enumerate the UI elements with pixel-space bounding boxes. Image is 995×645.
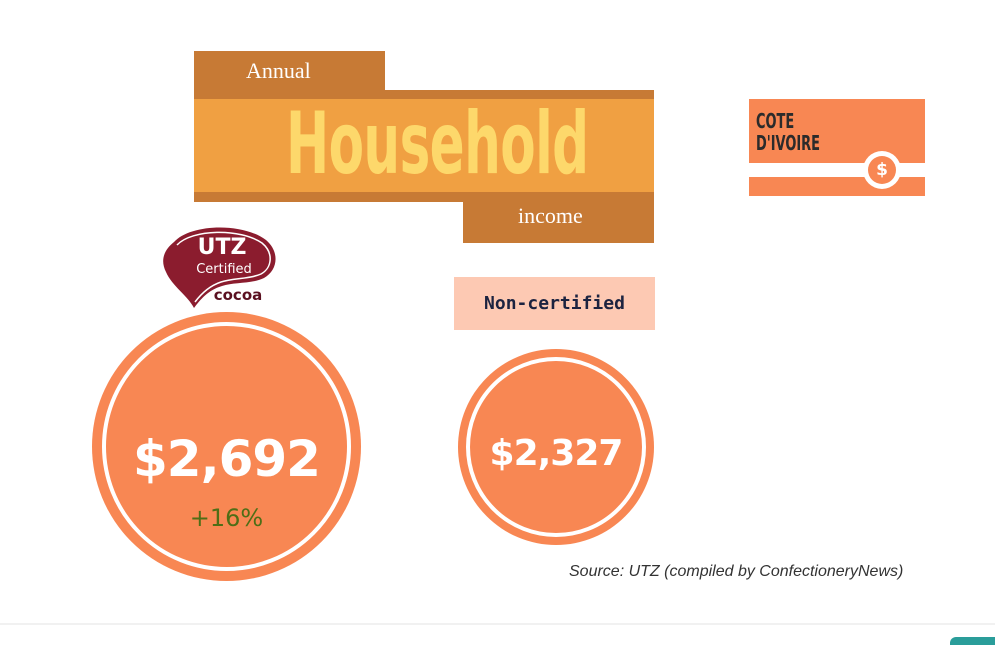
non-certified-label-box bbox=[454, 277, 655, 330]
utz-certified-logo: UTZ Certified cocoa bbox=[163, 227, 276, 308]
dollar-coin-icon: $ bbox=[868, 156, 896, 184]
title-annual-tab bbox=[194, 51, 385, 91]
non-certified-income-amount: $2,327 bbox=[489, 433, 624, 474]
title-income-label: income bbox=[518, 203, 583, 228]
utz-logo-line3: cocoa bbox=[214, 286, 263, 304]
title-band-light bbox=[194, 99, 654, 192]
non-certified-income-ring bbox=[466, 357, 646, 537]
non-certified-label: Non-certified bbox=[484, 293, 625, 314]
title-household: Household bbox=[286, 94, 589, 194]
utz-logo-line1: UTZ bbox=[198, 235, 247, 260]
title-income-tab bbox=[463, 201, 654, 243]
page-divider bbox=[0, 623, 995, 625]
country-name: COTE D'IVOIRE bbox=[756, 109, 820, 155]
utz-logo-badge bbox=[163, 227, 276, 308]
title-annual-label: Annual bbox=[246, 58, 311, 83]
utz-logo-inner-outline bbox=[176, 231, 271, 303]
certified-income-ring bbox=[102, 322, 351, 571]
country-card: COTE D'IVOIRE $ bbox=[749, 99, 925, 196]
corner-tab[interactable] bbox=[950, 637, 995, 645]
source-note: Source: UTZ (compiled by ConfectioneryNe… bbox=[569, 563, 904, 580]
certified-income-amount: $2,692 bbox=[133, 430, 321, 488]
utz-logo-line2: Certified bbox=[196, 262, 252, 277]
certified-income-change: +16% bbox=[189, 504, 264, 532]
